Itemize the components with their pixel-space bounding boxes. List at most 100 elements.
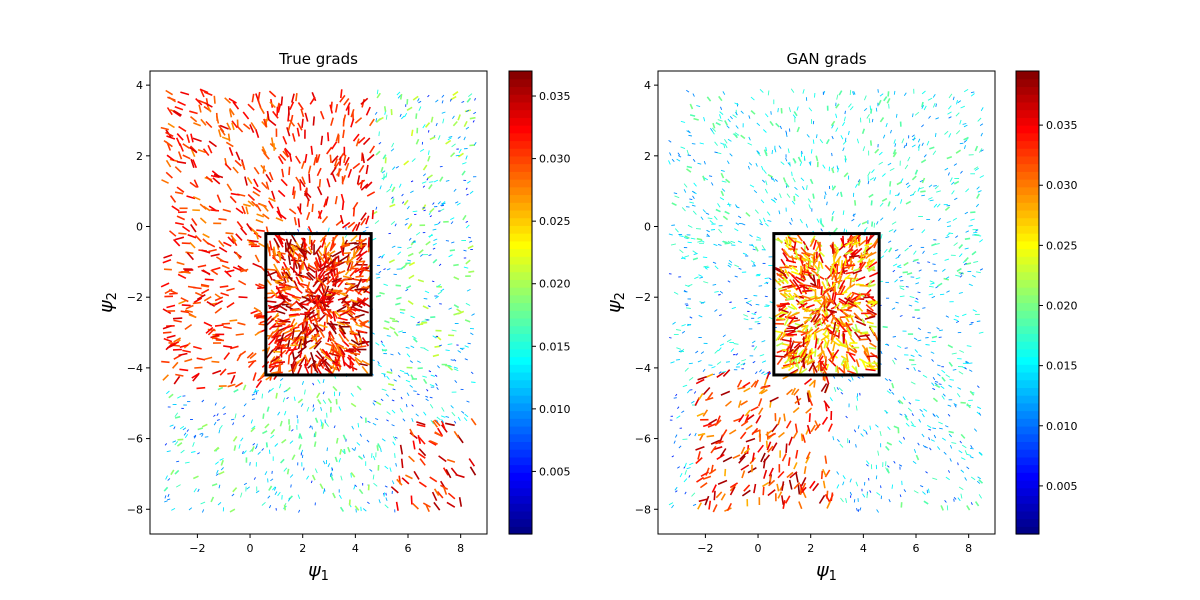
gradient-arrow xyxy=(304,192,310,202)
gradient-arrow xyxy=(432,258,438,264)
gradient-arrow xyxy=(174,166,182,173)
gradient-arrow xyxy=(917,144,921,148)
gradient-arrow xyxy=(884,410,889,414)
colorbar-segment xyxy=(509,194,532,203)
gradient-arrow xyxy=(389,183,393,189)
gradient-arrow xyxy=(304,153,308,163)
gradient-arrow xyxy=(689,114,696,117)
gradient-arrow xyxy=(179,344,189,349)
gradient-arrow xyxy=(383,268,386,271)
gradient-arrow xyxy=(189,115,198,123)
gradient-arrow xyxy=(767,173,774,178)
gradient-arrow xyxy=(822,164,826,169)
gradient-arrow xyxy=(765,180,768,186)
gradient-arrow xyxy=(360,97,369,105)
gradient-arrow xyxy=(690,237,696,240)
gradient-arrow xyxy=(166,107,173,116)
gradient-arrow xyxy=(815,273,825,280)
gradient-arrow xyxy=(978,494,982,499)
gradient-arrow xyxy=(873,331,879,342)
gradient-arrow xyxy=(199,203,207,210)
gradient-arrow xyxy=(929,199,934,202)
gradient-arrow xyxy=(232,435,238,442)
gradient-arrow xyxy=(252,186,261,193)
gradient-arrow xyxy=(467,245,474,250)
gradient-arrow xyxy=(205,175,214,183)
colorbar-segment xyxy=(1016,94,1039,103)
gradient-arrow xyxy=(788,255,798,261)
gradient-arrow xyxy=(406,246,412,249)
gradient-arrow xyxy=(714,151,718,154)
gradient-arrow xyxy=(277,155,284,165)
gradient-arrow xyxy=(465,224,470,229)
gradient-arrow xyxy=(316,186,323,196)
colorbar-segment xyxy=(1016,132,1039,142)
gradient-arrow xyxy=(213,173,224,179)
gradient-arrow xyxy=(312,322,320,333)
gradient-arrow xyxy=(230,418,235,421)
gradient-arrow xyxy=(432,354,440,358)
gradient-arrow xyxy=(355,323,363,328)
gradient-arrow xyxy=(863,95,867,101)
gradient-arrow xyxy=(843,364,846,374)
gradient-arrow xyxy=(295,155,301,164)
gradient-arrow xyxy=(918,354,922,357)
gradient-arrow xyxy=(457,350,462,353)
gradient-arrow xyxy=(253,166,260,175)
gradient-arrow xyxy=(900,178,904,183)
gradient-arrow xyxy=(790,88,795,93)
gradient-arrow xyxy=(979,123,984,126)
gradient-arrow xyxy=(868,346,877,350)
colorbar-segment xyxy=(1016,294,1039,304)
gradient-arrow xyxy=(790,303,798,311)
gradient-arrow xyxy=(417,279,425,283)
gradient-arrow xyxy=(917,327,922,331)
gradient-arrow xyxy=(767,432,777,438)
gradient-arrow xyxy=(197,488,200,493)
gradient-arrow xyxy=(396,296,402,300)
gradient-arrow xyxy=(232,101,240,110)
gradient-arrow xyxy=(422,124,426,129)
gradient-arrow xyxy=(173,109,182,116)
gradient-arrow xyxy=(946,221,951,223)
gradient-arrow xyxy=(913,250,917,255)
gradient-arrow xyxy=(891,221,897,225)
gradient-arrow xyxy=(802,89,805,94)
gradient-arrow xyxy=(410,190,414,194)
gradient-arrow xyxy=(849,106,854,111)
gradient-arrow xyxy=(865,347,870,357)
gradient-arrow xyxy=(320,422,323,427)
gradient-arrow xyxy=(322,460,326,465)
gradient-arrow xyxy=(280,458,285,464)
gradient-arrow xyxy=(932,477,938,481)
gradient-arrow xyxy=(831,185,837,191)
gradient-arrow xyxy=(163,337,173,343)
gradient-arrow xyxy=(745,301,749,305)
gradient-arrow xyxy=(283,324,294,330)
gradient-arrow xyxy=(339,254,350,263)
gradient-arrow xyxy=(903,92,907,96)
gradient-arrow xyxy=(199,217,207,224)
gradient-arrow xyxy=(695,457,703,465)
gradient-arrow xyxy=(202,148,210,156)
gradient-arrow xyxy=(298,356,306,367)
gradient-arrow xyxy=(681,256,686,260)
gradient-arrow xyxy=(184,433,189,439)
gradient-arrow xyxy=(210,174,220,179)
gradient-arrow xyxy=(857,179,861,183)
gradient-arrow xyxy=(286,127,291,137)
gradient-arrow xyxy=(772,177,776,182)
colorbar-tick-label: 0.010 xyxy=(1046,420,1078,433)
gradient-arrow xyxy=(980,107,984,112)
gradient-arrow xyxy=(391,480,395,485)
gradient-arrow xyxy=(718,294,721,296)
gradient-arrow xyxy=(348,255,357,262)
gradient-arrow xyxy=(917,291,921,294)
gradient-arrow xyxy=(722,456,733,463)
gradient-arrow xyxy=(894,143,897,147)
gradient-arrow xyxy=(842,121,845,127)
gradient-arrow xyxy=(743,447,751,454)
gradient-arrow xyxy=(832,342,836,352)
gradient-arrow xyxy=(695,445,705,451)
gradient-arrow xyxy=(697,360,702,363)
